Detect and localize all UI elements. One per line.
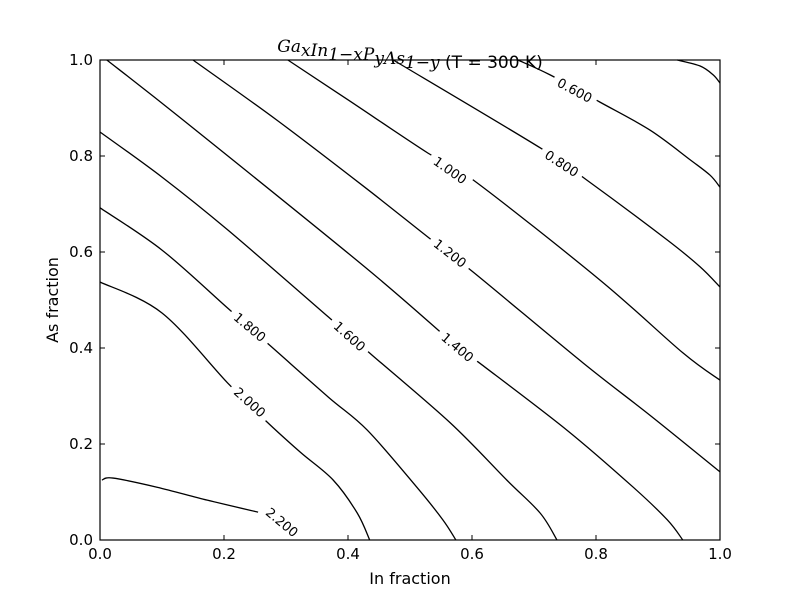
y-tick-label: 0.0	[69, 531, 93, 549]
y-tick-label: 0.4	[69, 339, 93, 357]
contour-label-gap	[258, 499, 307, 545]
contour-label-gap	[433, 324, 482, 370]
y-axis-label: As fraction	[43, 257, 62, 343]
contour-line-1-8	[99, 207, 457, 541]
contour-line-0-4	[677, 59, 721, 84]
x-tick-label: 0.6	[460, 545, 484, 563]
y-tick-label: 1.0	[69, 51, 93, 69]
y-tick-label: 0.6	[69, 243, 93, 261]
contour-label-gap	[425, 148, 476, 192]
axis-ticks: 0.0 0.2 0.4 0.6 0.8 1.0 0.0 0.2 0.4 0.6 0.8 1.0	[69, 51, 732, 563]
x-tick-label: 0.0	[88, 545, 112, 563]
title-formula-subscript: 1−x	[328, 45, 363, 65]
y-tick-label: 0.2	[69, 435, 93, 453]
contour-line-2	[99, 281, 371, 541]
title-formula-subscript: x	[301, 41, 311, 61]
contour-line-0-6	[517, 59, 721, 188]
contour-label-gap	[425, 231, 475, 275]
x-axis-label: In fraction	[369, 569, 450, 588]
contour-label-gap	[549, 70, 601, 110]
contour-label-gap	[536, 142, 587, 184]
x-tick-label: 0.8	[584, 545, 608, 563]
title-formula-part: P	[362, 45, 375, 65]
contour-label-gap	[225, 304, 275, 350]
x-tick-label: 1.0	[708, 545, 732, 563]
contour-lines	[99, 59, 721, 541]
title-formula-part: As	[382, 49, 405, 69]
y-tick-label: 0.8	[69, 147, 93, 165]
contour-line-1	[287, 59, 721, 381]
title-formula-part: Ga	[277, 37, 301, 57]
contour-line-0-8	[392, 59, 721, 288]
contour-label-gap	[226, 379, 274, 425]
title-formula-subscript: y	[373, 49, 384, 69]
plot-frame	[99, 59, 721, 541]
title-formula-subscript: 1−y	[405, 53, 440, 73]
contour-label-gap	[326, 313, 374, 359]
contour-line-2-2	[101, 477, 259, 513]
title-suffix: (T = 300 K)	[440, 53, 543, 73]
contour-line-1-6	[99, 131, 558, 541]
x-tick-label: 0.4	[336, 545, 360, 563]
contour-labels: 0.6000.8001.0001.2001.4001.6001.8002.000…	[225, 70, 601, 545]
x-tick-label: 0.2	[212, 545, 236, 563]
title-formula-part: In	[310, 41, 329, 61]
